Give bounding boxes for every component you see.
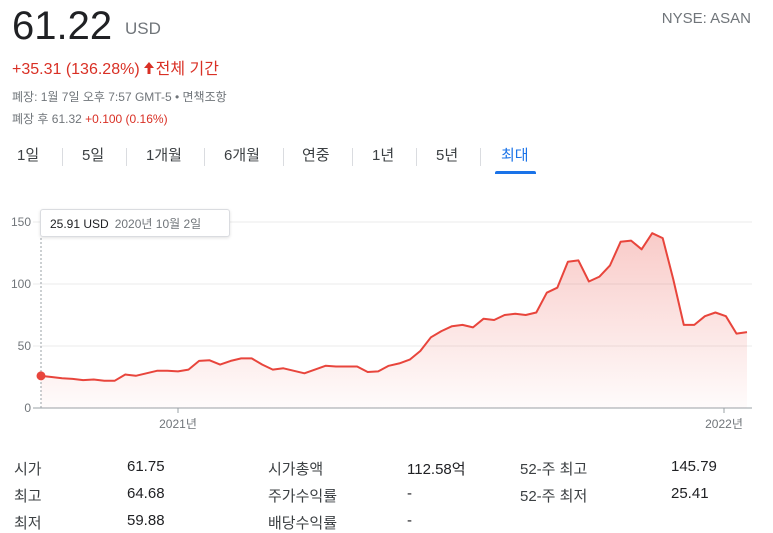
tab-1d[interactable]: 1일 [17,147,40,164]
tab-divider [126,148,127,166]
tab-divider [480,148,481,166]
tab-divider [283,148,284,166]
tab-max[interactable]: 최대 [501,147,529,164]
tab-5y[interactable]: 5년 [436,147,459,164]
stat-label-52w-low: 52-주 최저 [520,488,588,505]
stat-label-market-cap: 시가총액 [268,461,324,478]
active-tab-indicator [495,171,536,174]
tab-5d[interactable]: 5일 [82,147,105,164]
stat-value-dividend: - [407,512,412,529]
stat-value-high: 64.68 [127,485,165,502]
price-change: +35.31 (136.28%) 전체 기간 [12,55,219,79]
arrow-up-icon [143,61,154,79]
exchange-ticker: NYSE: ASAN [661,10,751,27]
y-tick-label: 100 [11,277,31,291]
stat-label-high: 최고 [14,488,42,505]
stock-price: 61.22 [12,4,113,48]
stat-label-pe: 주가수익률 [268,488,338,505]
stat-label-dividend: 배당수익률 [268,515,338,532]
stat-label-open: 시가 [14,461,42,478]
stat-value-52w-low: 25.41 [671,485,709,502]
tab-1y[interactable]: 1년 [372,147,395,164]
after-hours-label: 폐장 후 61.32 [12,112,82,126]
change-value: +35.31 (136.28%) [12,61,140,78]
tab-1m[interactable]: 1개월 [146,147,182,164]
price-line [40,232,748,382]
y-tick-label: 150 [11,215,31,229]
after-hours-info: 폐장 후 61.32 +0.100 (0.16%) [12,110,168,127]
stat-value-52w-high: 145.79 [671,458,717,475]
cursor-dot [36,371,46,381]
tooltip-value: 25.91 USD [50,217,109,231]
y-tick-label: 50 [18,339,32,353]
price-area [41,233,747,408]
range-tabs: 1일 5일 1개월 6개월 연중 1년 5년 최대 [0,144,560,176]
stat-label-low: 최저 [14,515,42,532]
x-tick-label: 2022년 [705,417,743,431]
stat-label-52w-high: 52-주 최고 [520,461,588,478]
x-tick-label: 2021년 [159,417,197,431]
stat-value-pe: - [407,485,412,502]
y-tick-label: 0 [24,401,31,415]
tab-6m[interactable]: 6개월 [224,147,260,164]
price-chart[interactable]: 150 100 50 0 2021년 2022년 [0,200,773,440]
after-hours-delta: +0.100 (0.16%) [85,112,168,126]
tooltip-date: 2020년 10월 2일 [114,217,202,231]
tab-divider [62,148,63,166]
stat-value-low: 59.88 [127,512,165,529]
tab-divider [204,148,205,166]
close-info[interactable]: 폐장: 1월 7일 오후 7:57 GMT-5 • 면책조항 [12,90,227,104]
tab-divider [352,148,353,166]
currency-label: USD [125,19,161,38]
change-period: 전체 기간 [155,61,219,78]
stat-value-market-cap: 112.58억 [407,461,466,478]
tab-divider [416,148,417,166]
tab-ytd[interactable]: 연중 [302,147,330,164]
chart-tooltip: 25.91 USD 2020년 10월 2일 [40,209,230,237]
stat-value-open: 61.75 [127,458,165,475]
